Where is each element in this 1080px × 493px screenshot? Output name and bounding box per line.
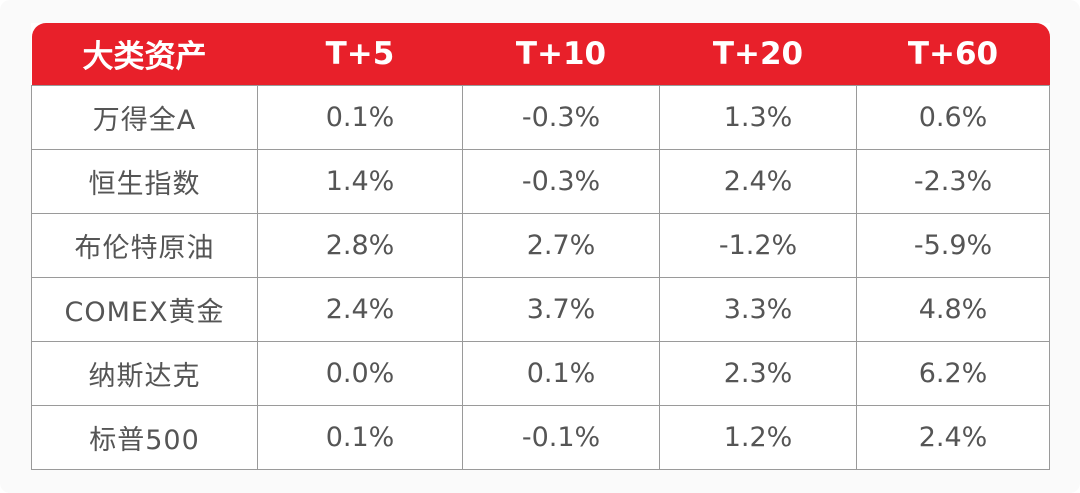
- asset-name-cell: 恒生指数: [31, 148, 258, 214]
- table-header-row: 大类资产 T+5 T+10 T+20 T+60: [31, 23, 1050, 85]
- asset-name-cell: 万得全A: [31, 84, 258, 150]
- value-cell: 0.6%: [856, 84, 1050, 150]
- asset-name-cell: COMEX黄金: [31, 276, 258, 342]
- value-cell: 2.7%: [462, 212, 660, 278]
- value-cell: 2.4%: [856, 404, 1050, 471]
- table-row: 布伦特原油 2.8% 2.7% -1.2% -5.9%: [31, 212, 1050, 278]
- value-cell: 6.2%: [856, 340, 1050, 406]
- value-cell: -0.3%: [462, 148, 660, 214]
- header-t60: T+60: [856, 23, 1050, 85]
- table-row: COMEX黄金 2.4% 3.7% 3.3% 4.8%: [31, 276, 1050, 342]
- value-cell: 2.3%: [659, 340, 857, 406]
- value-cell: 2.4%: [659, 148, 857, 214]
- value-cell: 2.8%: [257, 212, 463, 278]
- asset-name-cell: 纳斯达克: [31, 340, 258, 406]
- value-cell: -1.2%: [659, 212, 857, 278]
- value-cell: -5.9%: [856, 212, 1050, 278]
- value-cell: 3.3%: [659, 276, 857, 342]
- value-cell: 0.1%: [257, 84, 463, 150]
- asset-name-cell: 标普500: [31, 404, 258, 471]
- value-cell: 0.1%: [257, 404, 463, 471]
- header-asset-class: 大类资产: [31, 23, 258, 85]
- value-cell: 3.7%: [462, 276, 660, 342]
- table-row: 恒生指数 1.4% -0.3% 2.4% -2.3%: [31, 148, 1050, 214]
- table-row: 纳斯达克 0.0% 0.1% 2.3% 6.2%: [31, 340, 1050, 406]
- header-t5: T+5: [257, 23, 463, 85]
- value-cell: 1.4%: [257, 148, 463, 214]
- table-row: 标普500 0.1% -0.1% 1.2% 2.4%: [31, 404, 1050, 471]
- value-cell: 4.8%: [856, 276, 1050, 342]
- header-t10: T+10: [462, 23, 660, 85]
- returns-table-container: 大类资产 T+5 T+10 T+20 T+60 万得全A 0.1% -0.3% …: [31, 23, 1050, 471]
- value-cell: 1.2%: [659, 404, 857, 471]
- value-cell: 1.3%: [659, 84, 857, 150]
- asset-name-cell: 布伦特原油: [31, 212, 258, 278]
- value-cell: -2.3%: [856, 148, 1050, 214]
- value-cell: -0.1%: [462, 404, 660, 471]
- value-cell: -0.3%: [462, 84, 660, 150]
- value-cell: 0.0%: [257, 340, 463, 406]
- asset-returns-table: 大类资产 T+5 T+10 T+20 T+60 万得全A 0.1% -0.3% …: [31, 23, 1050, 471]
- header-t20: T+20: [659, 23, 857, 85]
- value-cell: 0.1%: [462, 340, 660, 406]
- value-cell: 2.4%: [257, 276, 463, 342]
- table-row: 万得全A 0.1% -0.3% 1.3% 0.6%: [31, 84, 1050, 150]
